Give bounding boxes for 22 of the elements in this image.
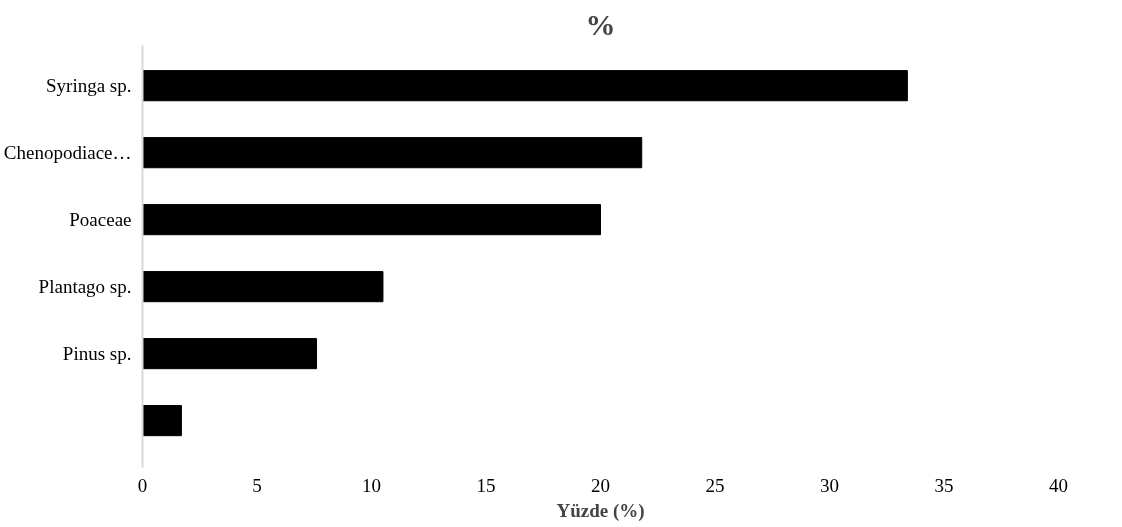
bar [142, 405, 182, 437]
bar [142, 338, 318, 370]
y-tick-label: Pinus sp. [62, 343, 132, 365]
y-tick-label: Chenopodiace… [3, 142, 132, 164]
y-tick-label: Poaceae [69, 209, 132, 231]
x-tick-label: 20 [591, 474, 610, 496]
x-tick-label: 5 [252, 474, 262, 496]
bar [142, 137, 643, 169]
x-tick-label: 0 [137, 474, 148, 496]
chart-title: % [585, 7, 616, 41]
bar [142, 204, 601, 236]
x-tick-label: 10 [362, 474, 381, 496]
bar [142, 271, 384, 303]
x-tick-label: 35 [934, 474, 954, 496]
x-tick-label: 30 [820, 474, 839, 496]
x-tick-label: 25 [705, 474, 725, 496]
x-axis-title: Yüzde (%) [556, 499, 645, 522]
x-tick-label: 15 [476, 474, 496, 496]
y-tick-label: Plantago sp. [38, 276, 132, 298]
y-tick-label: Syringa sp. [46, 75, 132, 97]
x-tick-label: 40 [1049, 474, 1068, 496]
bar [142, 70, 908, 102]
